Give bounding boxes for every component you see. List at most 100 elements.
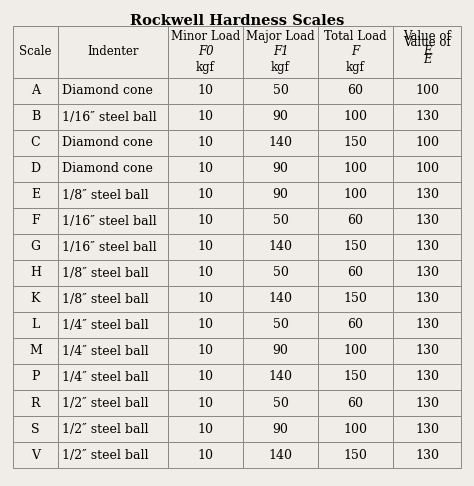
Text: 140: 140	[268, 137, 292, 150]
Text: 130: 130	[415, 241, 439, 254]
Bar	[58, 312, 168, 338]
Bar	[13, 130, 58, 156]
Bar	[13, 312, 58, 338]
Text: C: C	[31, 137, 40, 150]
Bar	[318, 26, 393, 78]
Bar	[243, 312, 318, 338]
Text: 100: 100	[344, 189, 367, 202]
Text: kgf: kgf	[271, 61, 290, 74]
Bar	[168, 312, 243, 338]
Bar	[58, 390, 168, 416]
Bar	[318, 78, 393, 104]
Bar	[13, 260, 58, 286]
Text: 130: 130	[415, 293, 439, 306]
Bar	[393, 390, 461, 416]
Text: F0: F0	[198, 46, 213, 58]
Text: 90: 90	[273, 189, 289, 202]
Bar	[58, 104, 168, 130]
Text: 130: 130	[415, 110, 439, 123]
Text: kgf: kgf	[196, 61, 215, 74]
Text: 10: 10	[198, 110, 213, 123]
Text: 130: 130	[415, 397, 439, 410]
Bar	[13, 182, 58, 208]
Bar	[393, 338, 461, 364]
Text: kgf: kgf	[346, 61, 365, 74]
Text: Value of: Value of	[403, 36, 451, 49]
Bar	[243, 338, 318, 364]
Bar	[168, 208, 243, 234]
Text: 10: 10	[198, 449, 213, 462]
Bar	[243, 78, 318, 104]
Bar	[168, 260, 243, 286]
Bar	[318, 208, 393, 234]
Bar	[318, 104, 393, 130]
Bar	[168, 234, 243, 260]
Bar	[243, 208, 318, 234]
Text: Rockwell Hardness Scales: Rockwell Hardness Scales	[130, 14, 344, 28]
Bar	[168, 442, 243, 468]
Text: Diamond cone: Diamond cone	[62, 137, 153, 150]
Text: 90: 90	[273, 422, 289, 435]
Bar	[318, 286, 393, 312]
Text: H: H	[30, 266, 41, 279]
Text: Diamond cone: Diamond cone	[62, 162, 153, 175]
Bar	[318, 338, 393, 364]
Text: 150: 150	[344, 137, 367, 150]
Text: 90: 90	[273, 110, 289, 123]
Text: F: F	[31, 214, 40, 227]
Bar	[243, 364, 318, 390]
Bar	[58, 208, 168, 234]
Bar	[168, 416, 243, 442]
Text: 10: 10	[198, 370, 213, 383]
Bar	[168, 338, 243, 364]
Text: Indenter: Indenter	[87, 46, 139, 58]
Text: 10: 10	[198, 214, 213, 227]
Bar	[318, 390, 393, 416]
Text: 50: 50	[273, 397, 289, 410]
Text: 130: 130	[415, 318, 439, 331]
Text: 90: 90	[273, 162, 289, 175]
Text: Scale: Scale	[19, 46, 52, 58]
Text: 10: 10	[198, 318, 213, 331]
Text: 1/2″ steel ball: 1/2″ steel ball	[62, 422, 148, 435]
Text: 100: 100	[415, 85, 439, 98]
Text: 140: 140	[268, 449, 292, 462]
Bar	[58, 416, 168, 442]
Bar	[318, 442, 393, 468]
Bar	[318, 312, 393, 338]
Bar	[393, 260, 461, 286]
Bar	[243, 260, 318, 286]
Text: 10: 10	[198, 137, 213, 150]
Bar	[393, 312, 461, 338]
Text: 1/4″ steel ball: 1/4″ steel ball	[62, 370, 149, 383]
Text: 100: 100	[415, 137, 439, 150]
Text: 1/4″ steel ball: 1/4″ steel ball	[62, 345, 149, 358]
Bar	[318, 156, 393, 182]
Bar	[58, 260, 168, 286]
Bar	[168, 78, 243, 104]
Bar	[168, 364, 243, 390]
Text: 100: 100	[415, 162, 439, 175]
Text: 100: 100	[344, 345, 367, 358]
Bar	[13, 104, 58, 130]
Text: 10: 10	[198, 397, 213, 410]
Text: 10: 10	[198, 189, 213, 202]
Bar	[243, 182, 318, 208]
Bar	[393, 78, 461, 104]
Text: D: D	[30, 162, 41, 175]
Bar	[318, 182, 393, 208]
Bar	[393, 416, 461, 442]
Text: B: B	[31, 110, 40, 123]
Text: 50: 50	[273, 85, 289, 98]
Bar	[393, 182, 461, 208]
Bar	[243, 416, 318, 442]
Bar	[318, 130, 393, 156]
Text: V: V	[31, 449, 40, 462]
Text: Minor Load: Minor Load	[171, 30, 240, 43]
Bar	[243, 234, 318, 260]
Bar	[243, 130, 318, 156]
Text: 140: 140	[268, 241, 292, 254]
Text: 10: 10	[198, 422, 213, 435]
Text: 130: 130	[415, 370, 439, 383]
Bar	[243, 442, 318, 468]
